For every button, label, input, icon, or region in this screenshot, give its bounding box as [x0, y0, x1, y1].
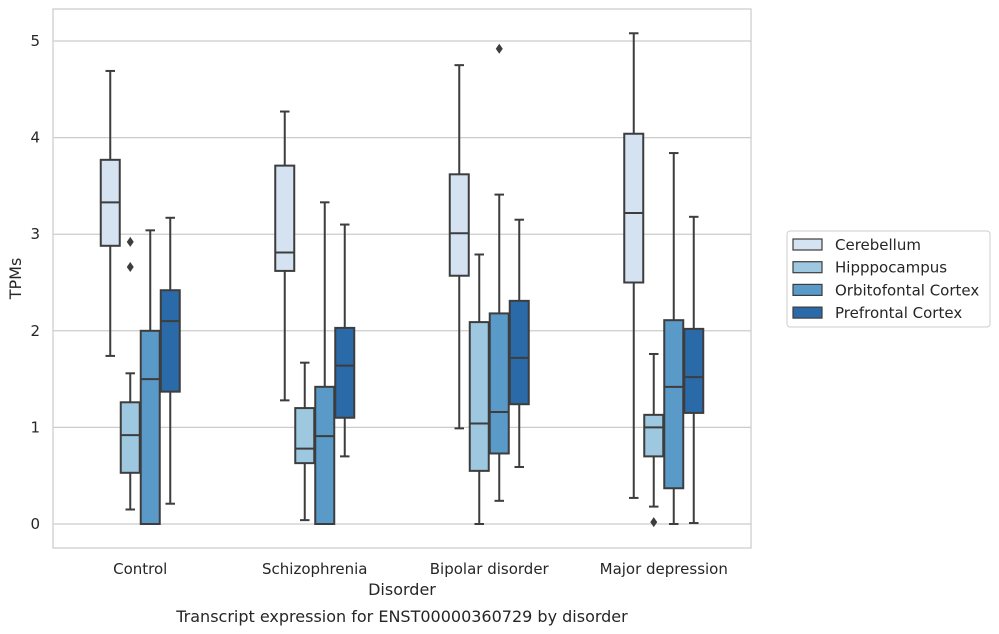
x-tick-label: Major depression	[600, 560, 728, 578]
box-hipppocampus	[294, 361, 316, 522]
legend-swatch	[792, 283, 823, 296]
box-cerebellum	[99, 69, 121, 357]
box-hipppocampus	[643, 352, 665, 528]
y-tick-label: 3	[30, 225, 40, 243]
legend-label: Prefrontal Cortex	[835, 304, 962, 322]
box-hipppocampus	[468, 253, 490, 525]
category-group	[99, 69, 181, 525]
box-orbitofontal-cortex	[488, 43, 510, 502]
box-prefrontal-cortex	[683, 215, 705, 525]
y-axis-label: TPMs	[6, 258, 25, 301]
legend-item: Prefrontal Cortex	[792, 304, 962, 322]
box-iqr	[334, 326, 356, 419]
box-cerebellum	[448, 64, 470, 430]
box-cerebellum	[623, 32, 645, 499]
box-orbitofontal-cortex	[139, 229, 161, 525]
box-iqr	[314, 385, 336, 525]
box-iqr	[488, 312, 510, 455]
legend-frame	[786, 230, 991, 328]
legend-label: Orbitofontal Cortex	[835, 281, 979, 299]
legend-swatch	[792, 238, 823, 251]
outlier-point	[650, 517, 658, 528]
x-tick-label: Control	[113, 560, 167, 578]
y-tick-labels: 0 1 2 3 4 5	[30, 32, 40, 533]
box-iqr	[643, 413, 665, 458]
legend-item: Hipppocampus	[792, 259, 947, 277]
outlier-point	[495, 43, 503, 54]
x-tick-label: Schizophrenia	[262, 560, 367, 578]
box-hipppocampus	[119, 236, 141, 511]
x-axis-label: Disorder	[368, 580, 436, 599]
legend-item: Cerebellum	[792, 236, 921, 254]
y-tick-label: 4	[30, 129, 40, 147]
box-groups	[99, 32, 705, 528]
box-iqr	[468, 321, 490, 472]
box-orbitofontal-cortex	[663, 152, 685, 525]
box-iqr	[448, 173, 470, 277]
x-tick-label: Bipolar disorder	[430, 560, 550, 578]
box-prefrontal-cortex	[508, 218, 530, 469]
category-group	[623, 32, 705, 528]
y-tick-label: 1	[30, 418, 40, 436]
box-iqr	[683, 327, 705, 414]
box-iqr	[508, 299, 530, 406]
box-iqr	[139, 329, 161, 525]
box-iqr	[159, 289, 181, 393]
outlier-point	[126, 262, 134, 273]
legend-swatch	[792, 306, 823, 319]
box-iqr	[623, 132, 645, 284]
legend-swatch	[792, 261, 823, 274]
legend-label: Hipppocampus	[835, 259, 947, 277]
plot-area-frame	[52, 8, 752, 549]
category-group	[448, 43, 530, 525]
box-iqr	[119, 401, 141, 474]
box-iqr	[663, 319, 685, 490]
y-tick-label: 2	[30, 322, 40, 340]
y-tick-label: 0	[30, 515, 40, 533]
chart-caption: Transcript expression for ENST0000036072…	[175, 607, 628, 626]
legend-label: Cerebellum	[835, 236, 921, 254]
legend: Cerebellum Hipppocampus Orbitofontal Corte…	[786, 230, 991, 328]
y-tick-label: 5	[30, 32, 40, 50]
box-orbitofontal-cortex	[314, 201, 336, 525]
category-group	[274, 110, 356, 525]
box-prefrontal-cortex	[159, 216, 181, 505]
legend-item: Orbitofontal Cortex	[792, 281, 979, 299]
box-iqr	[274, 164, 296, 272]
box-cerebellum	[274, 110, 296, 402]
box-iqr	[294, 407, 316, 465]
x-tick-labels: Control Schizophrenia Bipolar disorder Majo…	[113, 560, 728, 578]
outlier-point	[126, 236, 134, 247]
box-prefrontal-cortex	[334, 223, 356, 458]
